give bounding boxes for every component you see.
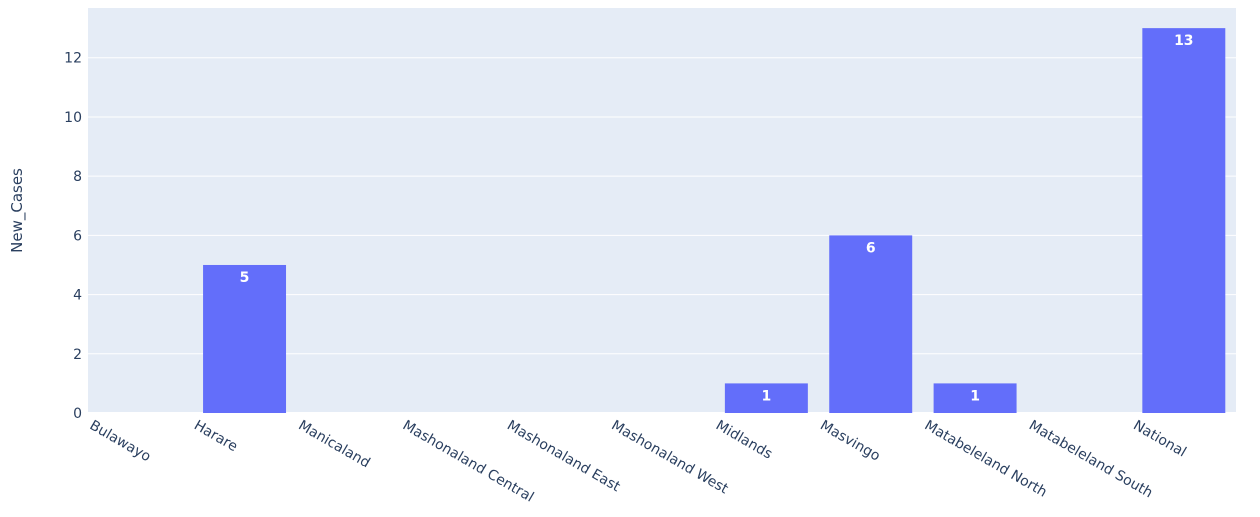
x-tick-label: Midlands (713, 418, 775, 463)
y-tick-label: 0 (73, 406, 82, 422)
bar-data-label: 13 (1174, 33, 1193, 49)
y-tick-labels: 0 2 4 6 8 10 12 (64, 51, 82, 422)
bars (203, 28, 1226, 413)
bar-data-label: 6 (866, 240, 876, 256)
bar-data-label: 5 (240, 270, 250, 286)
y-axis-title: New_Cases (8, 168, 27, 253)
x-tick-label: Bulawayo (87, 418, 154, 466)
bar (724, 383, 808, 413)
bar (933, 383, 1017, 413)
bar-data-label: 1 (970, 388, 980, 404)
x-tick-label: Harare (191, 418, 240, 456)
y-tick-label: 12 (64, 51, 82, 67)
x-tick-label: Masvingo (817, 418, 883, 465)
data-labels: 5 1 6 1 13 (240, 33, 1194, 404)
y-tick-label: 8 (73, 169, 82, 185)
bar (1142, 28, 1226, 413)
y-tick-label: 4 (73, 288, 82, 304)
bar (203, 264, 287, 413)
y-tick-label: 6 (73, 228, 82, 244)
y-tick-label: 2 (73, 347, 82, 363)
bar (829, 235, 913, 413)
bar-data-label: 1 (761, 388, 771, 404)
x-tick-labels: Bulawayo Harare Manicaland Mashonaland Cent… (87, 418, 1189, 506)
y-tick-label: 10 (64, 110, 82, 126)
x-tick-label: National (1130, 418, 1189, 461)
x-tick-label: Manicaland (295, 418, 372, 472)
